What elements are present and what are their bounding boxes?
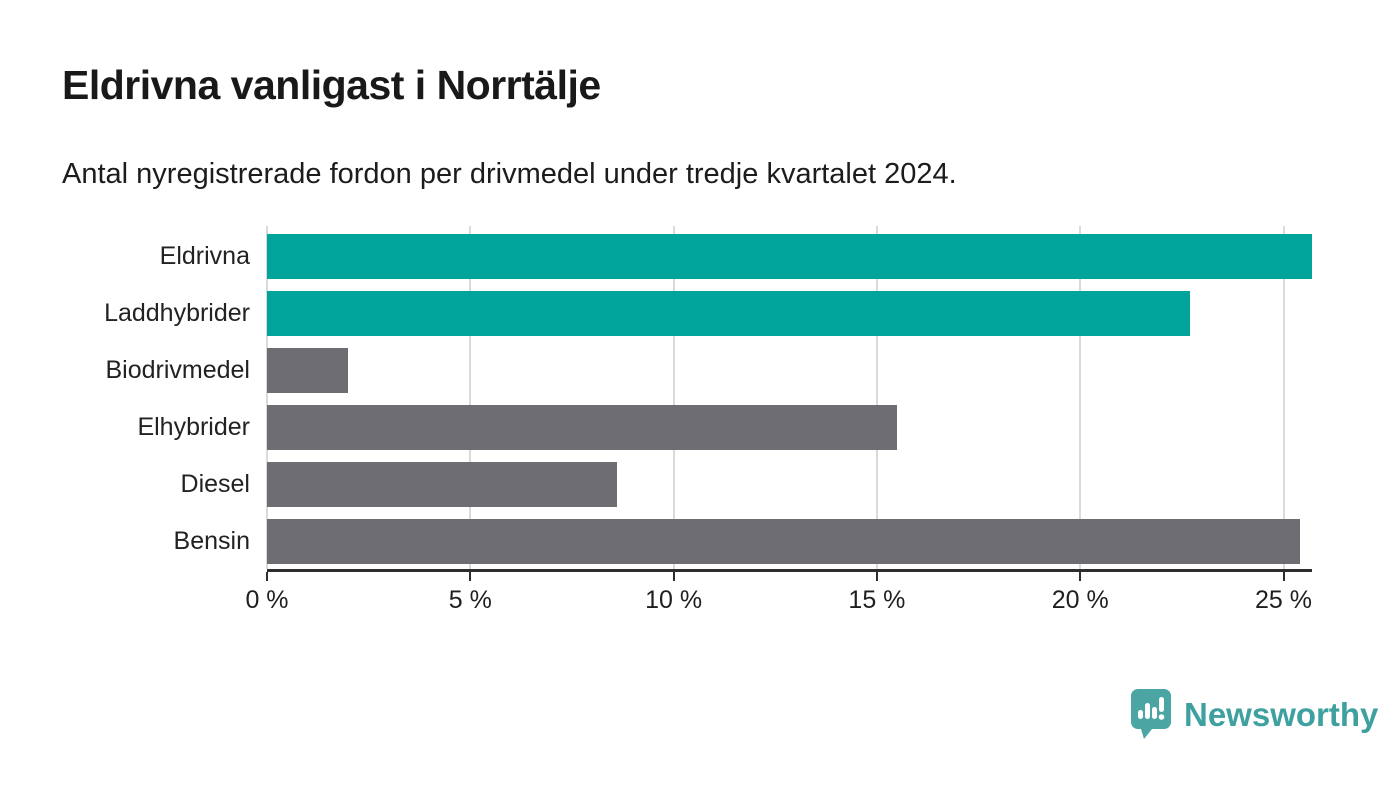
category-label-diesel: Diesel [180, 470, 250, 498]
bar-bensin [267, 519, 1300, 564]
gridline-25 [1282, 226, 1285, 569]
chart-subtitle: Antal nyregistrerade fordon per drivmede… [62, 158, 957, 190]
x-tick-label-15: 15 % [848, 586, 906, 614]
x-tick-label-10: 10 % [645, 586, 703, 614]
bar-biodrivmedel [267, 348, 349, 393]
gridline-15 [875, 226, 878, 569]
x-tick-mark-20 [1079, 572, 1082, 581]
x-tick-label-20: 20 % [1051, 586, 1109, 614]
bar-elhybrider [267, 405, 898, 450]
gridline-0 [266, 226, 268, 569]
page-title: Eldrivna vanligast i Norrtälje [62, 62, 601, 108]
x-tick-mark-15 [875, 572, 878, 581]
category-label-laddhybrider: Laddhybrider [104, 299, 250, 327]
x-tick-mark-5 [469, 572, 472, 581]
category-label-biodrivmedel: Biodrivmedel [105, 356, 250, 384]
x-tick-label-25: 25 % [1255, 586, 1313, 614]
gridline-10 [672, 226, 675, 569]
x-tick-label-0: 0 % [245, 586, 289, 614]
x-tick-mark-0 [266, 572, 268, 581]
gridline-20 [1079, 226, 1082, 569]
category-label-eldrivna: Eldrivna [159, 242, 250, 270]
category-label-elhybrider: Elhybrider [137, 413, 250, 441]
bar-diesel [267, 462, 617, 507]
brand-footer: Newsworthy [1130, 688, 1378, 742]
category-labels: Eldrivna Laddhybrider Biodrivmedel Elhybrid… [0, 226, 250, 569]
bar-eldrivna [267, 234, 1312, 279]
gridline-5 [469, 226, 472, 569]
brand-name: Newsworthy [1184, 696, 1379, 733]
x-tick-label-5: 5 % [448, 586, 492, 614]
category-label-bensin: Bensin [173, 527, 250, 555]
plot-area [266, 226, 1312, 572]
x-tick-mark-25 [1282, 572, 1285, 581]
x-tick-mark-10 [672, 572, 675, 581]
newsworthy-logo-icon [1130, 688, 1172, 742]
bar-laddhybrider [267, 291, 1191, 336]
